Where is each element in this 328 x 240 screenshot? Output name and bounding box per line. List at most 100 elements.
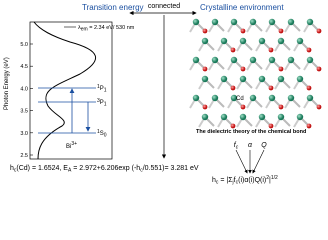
y-tick-label: 2.5 [20, 153, 28, 159]
atom [230, 18, 238, 26]
atom [249, 18, 257, 26]
atom [316, 66, 322, 72]
factor: Q [261, 142, 267, 149]
y-tick-label: 3.0 [20, 131, 28, 137]
y-axis-label: Photon Energy (eV) [4, 57, 10, 110]
y-tick-label: 3.5 [20, 109, 28, 115]
ion-label: Bi3+ [66, 141, 77, 150]
atom-label: Cd [236, 96, 244, 102]
atom [258, 113, 266, 121]
atom [306, 47, 312, 53]
plot-frame [29, 21, 113, 160]
level-term: S [100, 131, 104, 137]
atom [277, 37, 285, 45]
atom [240, 104, 246, 110]
crystal [189, 18, 322, 129]
atom [239, 37, 247, 45]
atom [306, 18, 314, 26]
atom [277, 75, 285, 83]
y-tick-label: 4.0 [20, 86, 28, 92]
level-sup: 1 [97, 84, 100, 90]
emission-label: λem = 2.34 eV/ 530 nm [78, 25, 135, 33]
level-term: P [100, 100, 104, 106]
level-label: 1S0 [97, 129, 107, 139]
atom [211, 94, 219, 102]
atom [296, 75, 304, 83]
level-label: 1P1 [97, 84, 107, 94]
level-label: 3P1 [97, 98, 107, 108]
atom [316, 28, 322, 34]
atom [220, 75, 228, 83]
atom [230, 56, 238, 64]
atom [306, 123, 312, 129]
atom [230, 94, 238, 102]
right-panel: Crystalline environment Cd The dielectri… [189, 3, 322, 174]
atom [278, 66, 284, 72]
spectrum-curve [33, 21, 97, 160]
factor-symbol: Q [261, 142, 267, 149]
y-tick-label: 4.5 [20, 64, 28, 70]
atom [202, 104, 208, 110]
atom [287, 94, 295, 102]
atom [201, 113, 209, 121]
atom [239, 113, 247, 121]
factor: α [248, 142, 253, 149]
atom [296, 113, 304, 121]
atom [249, 94, 257, 102]
atom [278, 104, 284, 110]
atom [268, 123, 274, 129]
atom [268, 56, 276, 64]
middle: connected [129, 3, 197, 159]
atom [249, 56, 257, 64]
atom [306, 85, 312, 91]
formula-1: hc(Cd) = 1.6524, EA = 2.972+6.206exp (-h… [10, 165, 199, 174]
atom [192, 56, 200, 64]
atom [287, 56, 295, 64]
atom [268, 94, 276, 102]
atom [192, 18, 200, 26]
caption: The dielectric theory of the chemical bo… [196, 129, 306, 135]
atom [258, 75, 266, 83]
atom [306, 56, 314, 64]
atom [230, 123, 236, 129]
atom [296, 37, 304, 45]
atom [287, 18, 295, 26]
atom [211, 18, 219, 26]
level-sup: 1 [97, 129, 100, 135]
atom [268, 85, 274, 91]
y-tick-label: 5.0 [20, 42, 28, 48]
atom [230, 47, 236, 53]
left-panel: Transition energy Photon Energy (eV) 5.0… [4, 3, 144, 160]
atom [240, 28, 246, 34]
atom [278, 28, 284, 34]
level-sub: 1 [104, 88, 107, 94]
atom [316, 104, 322, 110]
atom [202, 66, 208, 72]
factor-symbol: α [248, 142, 253, 149]
atom [268, 18, 276, 26]
formula-2: hc = |Σjfc(i)α(i)Q(i)2|1/2 [212, 175, 278, 186]
atom [202, 28, 208, 34]
atom [240, 66, 246, 72]
level-term: P [100, 86, 104, 92]
factor-symbol: f [234, 142, 237, 149]
figure: Transition energy Photon Energy (eV) 5.0… [4, 3, 322, 186]
level-sub: 1 [104, 102, 107, 108]
level-sup: 3 [97, 98, 100, 104]
atom [258, 37, 266, 45]
atom [306, 94, 314, 102]
factor-sub: c [236, 145, 239, 151]
left-title: Transition energy [82, 3, 144, 12]
atom [211, 56, 219, 64]
atom [201, 75, 209, 83]
atom [277, 113, 285, 121]
factor: fc [234, 142, 239, 151]
atom [220, 113, 228, 121]
atom [268, 47, 274, 53]
atom [239, 75, 247, 83]
right-title: Crystalline environment [200, 3, 284, 12]
atom [230, 85, 236, 91]
atom [201, 37, 209, 45]
atom [192, 94, 200, 102]
level-sub: 0 [104, 133, 107, 139]
